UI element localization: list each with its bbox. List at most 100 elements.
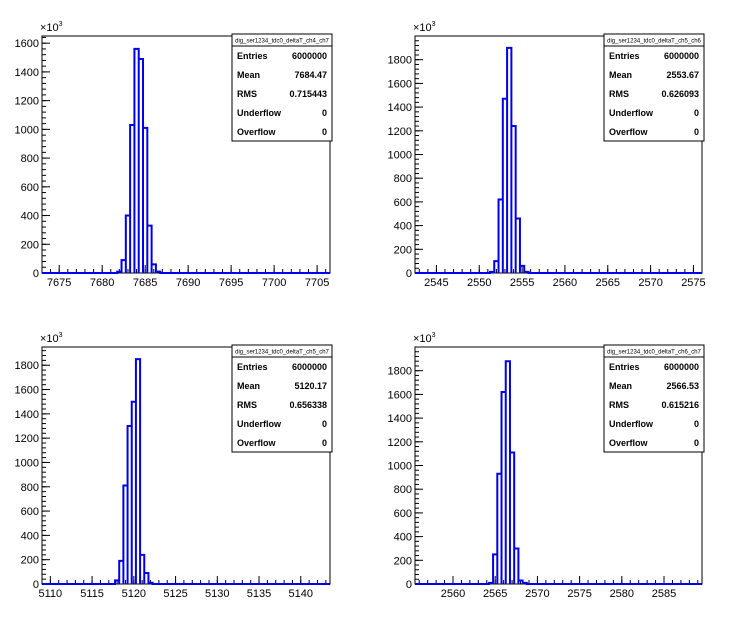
x-tick-label: 5135 <box>247 588 271 600</box>
stats-key: Mean <box>237 381 260 391</box>
y-tick-label: 800 <box>394 173 412 185</box>
x-tick-label: 2555 <box>510 277 534 289</box>
histogram-bin <box>136 359 140 584</box>
x-tick-label: 5115 <box>80 588 104 600</box>
stats-key: Entries <box>237 362 268 372</box>
x-tick-label: 2560 <box>441 588 465 600</box>
stats-key: RMS <box>237 400 257 410</box>
x-tick-label: 7680 <box>90 277 114 289</box>
histogram-bin <box>143 128 147 273</box>
stats-box-frame <box>231 33 333 142</box>
histogram-panel: 7675 7680 7685 7690 7695 7700 7705 0 200 400 600 80… <box>15 21 333 289</box>
y-tick-label: 1000 <box>388 461 412 473</box>
stats-value: 0.715443 <box>289 89 327 99</box>
histogram-bin <box>499 200 503 273</box>
x-tick-label: 7685 <box>133 277 157 289</box>
y-tick-label: 1400 <box>15 409 39 421</box>
y-tick-label: 1600 <box>15 385 39 397</box>
y-tick-label: 600 <box>394 508 412 520</box>
stats-value: 2566.53 <box>666 381 699 391</box>
x-tick-label: 2570 <box>525 588 549 600</box>
histogram-bin <box>520 266 524 273</box>
histogram-bin <box>115 580 119 584</box>
y-tick-label: 0 <box>406 268 412 280</box>
y-tick-label: 0 <box>406 579 412 591</box>
x-tick-label: 2550 <box>467 277 491 289</box>
histogram-bin <box>117 272 121 273</box>
stats-key: Entries <box>237 51 268 61</box>
x-tick-label: 2575 <box>567 588 591 600</box>
stats-key: Mean <box>609 381 632 391</box>
stats-value: 6000000 <box>664 51 699 61</box>
y-tick-label: 200 <box>21 239 39 251</box>
stats-box-title: dig_ser1234_tdc0_deltaT_ch5_ch7 <box>235 350 329 356</box>
y-tick-label: 1600 <box>388 389 412 401</box>
y-tick-label: 1800 <box>388 55 412 67</box>
stats-box-title: dig_ser1234_tdc0_deltaT_ch5_ch6 <box>607 39 701 45</box>
histogram-bin <box>139 59 143 273</box>
y-tick-label: 600 <box>394 197 412 209</box>
histogram-bin <box>126 216 130 273</box>
histogram-panel: 5110 5115 5120 5125 5130 5135 5140 0 200 400 600 80… <box>15 332 333 600</box>
histogram-bin <box>140 555 144 584</box>
histogram-bin <box>128 426 132 584</box>
y-tick-label: 1600 <box>388 78 412 90</box>
y-tick-label: 800 <box>21 153 39 165</box>
stats-box-frame <box>603 344 705 453</box>
stats-value: 0 <box>322 127 327 137</box>
histogram-bin <box>148 583 152 584</box>
y-tick-label: 1400 <box>15 67 39 79</box>
stats-key: Underflow <box>609 419 654 429</box>
y-tick-label: 1000 <box>388 150 412 162</box>
stats-value: 6000000 <box>292 51 327 61</box>
y-tick-label: 200 <box>21 555 39 567</box>
histogram-bin <box>523 583 527 584</box>
stats-key: Overflow <box>237 438 277 448</box>
y-tick-label: 400 <box>21 530 39 542</box>
x-tick-label: 5110 <box>39 588 63 600</box>
stats-key: RMS <box>609 400 629 410</box>
x-tick-label: 2565 <box>596 277 620 289</box>
y-tick-label: 1200 <box>15 433 39 445</box>
histogram-series <box>42 358 330 585</box>
stats-value: 0 <box>694 438 699 448</box>
stats-box: dig_ser1234_tdc0_deltaT_ch4_ch7 Entries 60… <box>231 33 333 142</box>
histogram-bin <box>524 272 528 273</box>
y-tick-label: 800 <box>394 484 412 496</box>
stats-value: 6000000 <box>664 362 699 372</box>
stats-box-title: dig_ser1234_tdc0_deltaT_ch4_ch7 <box>235 39 329 45</box>
histogram-bin <box>506 361 510 584</box>
histogram-series <box>415 360 702 585</box>
histogram-bin <box>123 486 127 584</box>
stats-value: 0 <box>322 108 327 118</box>
histogram-bin <box>132 402 136 584</box>
histogram-bin <box>510 452 514 584</box>
histogram-bin <box>507 48 511 273</box>
histogram-bin <box>514 548 518 584</box>
stats-key: Entries <box>609 51 640 61</box>
y-tick-label: 0 <box>33 268 39 280</box>
x-tick-label: 7695 <box>219 277 243 289</box>
y-tick-label: 1400 <box>388 102 412 114</box>
histogram-bin <box>497 474 501 584</box>
x-tick-label: 2580 <box>610 588 634 600</box>
stats-value: 0 <box>694 419 699 429</box>
y-tick-label: 600 <box>21 506 39 518</box>
x-tick-label: 5140 <box>289 588 313 600</box>
histogram-bin <box>134 49 138 273</box>
y-tick-label: 1600 <box>15 38 39 50</box>
histogram-bin <box>489 583 493 584</box>
histogram-bin <box>490 272 494 273</box>
y-exponent-label: ×103 <box>40 21 63 34</box>
y-tick-label: 1800 <box>15 360 39 372</box>
stats-key: Mean <box>609 70 632 80</box>
x-tick-label: 7690 <box>176 277 200 289</box>
x-tick-label: 5120 <box>122 588 146 600</box>
x-tick-label: 7705 <box>305 277 329 289</box>
histogram-bin <box>516 218 520 273</box>
y-exponent-label: ×103 <box>413 332 436 345</box>
y-tick-label: 600 <box>21 182 39 194</box>
x-tick-label: 2570 <box>638 277 662 289</box>
stats-key: RMS <box>609 89 629 99</box>
histogram-panel: 2560 2565 2570 2575 2580 2585 0 200 400 600 800 100… <box>388 332 705 600</box>
